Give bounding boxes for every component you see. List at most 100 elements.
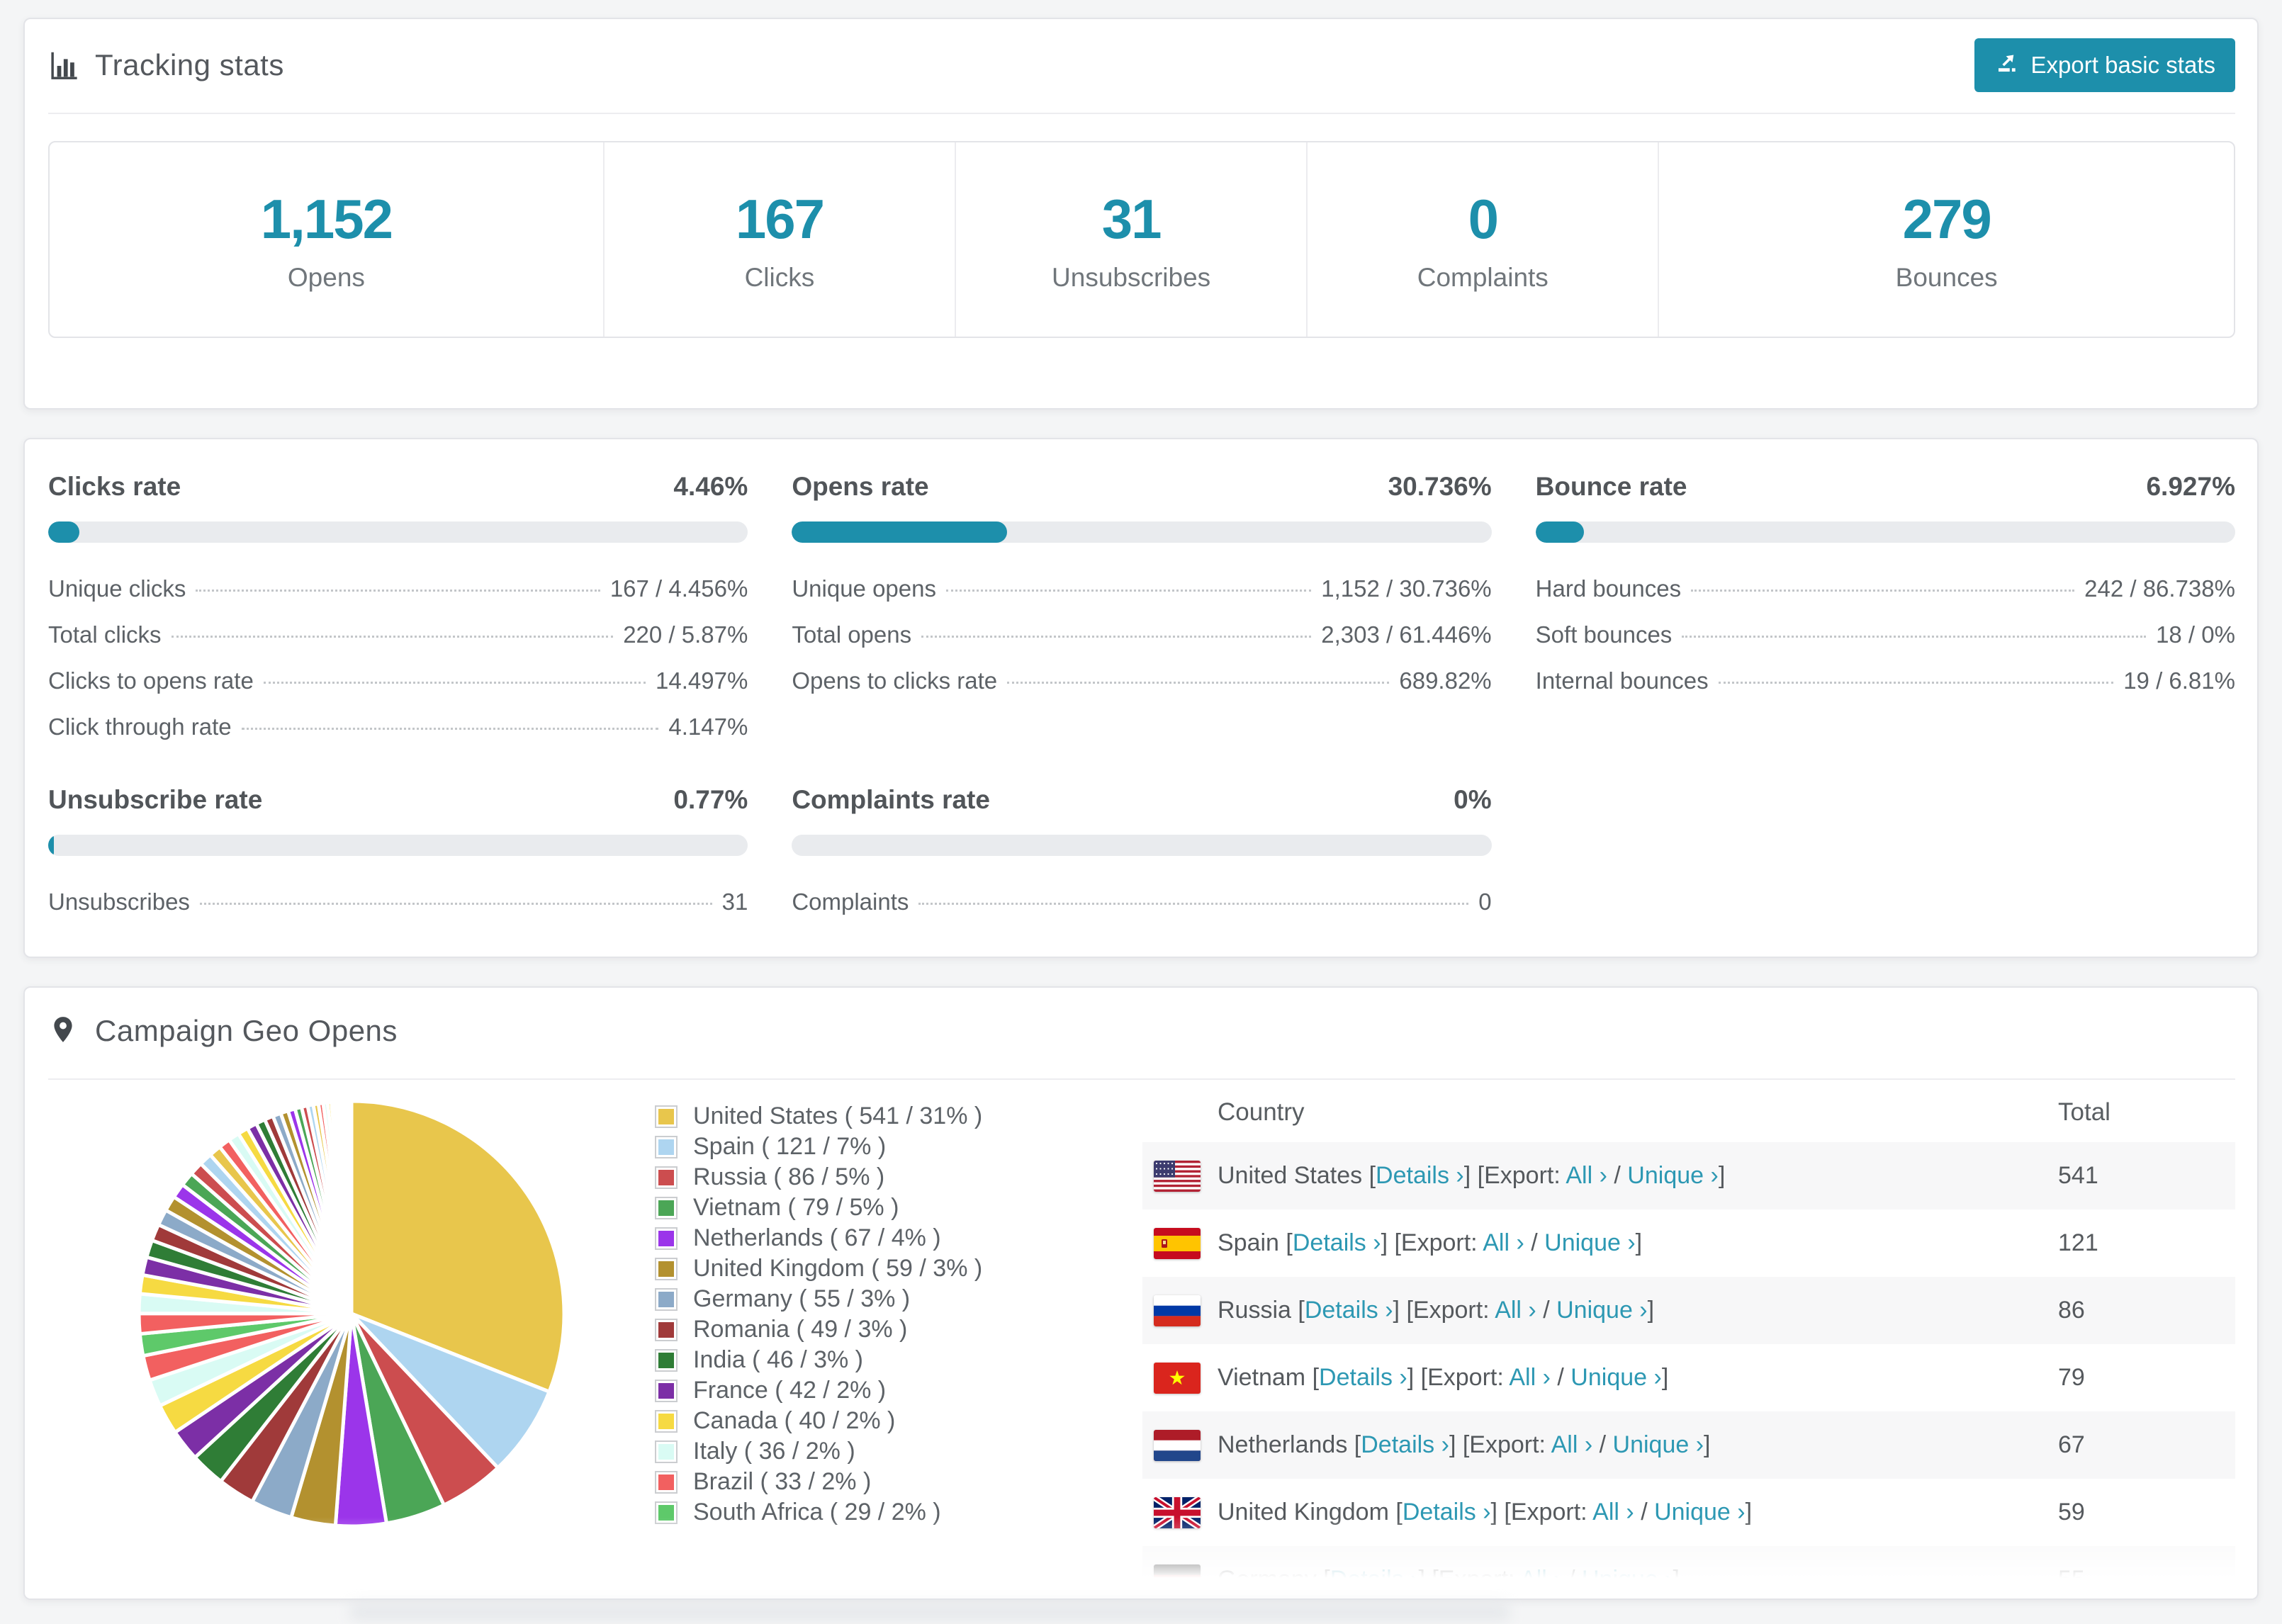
legend-label: Netherlands ( 67 / 4% ) [693,1224,941,1251]
campaign-geo-opens-card: Campaign Geo Opens United States ( 541 /… [23,986,2259,1600]
tracking-stats-header: Tracking stats Export basic stats [48,38,2235,92]
legend-item-russia: Russia ( 86 / 5% ) [655,1162,1142,1192]
link-punctuation: ] [1704,1431,1711,1458]
table-row-spain: Spain [Details ›] [Export: All › / Uniqu… [1142,1209,2235,1277]
unsubscribe-rate-value: 0.77% [673,785,748,814]
legend-swatch-fill [658,1261,674,1277]
export-all-link-russia[interactable]: All › [1495,1297,1536,1324]
unsubscribe-rate-title-row: Unsubscribe rate 0.77% [48,785,748,816]
tracking-stats-title: Tracking stats [95,48,284,81]
pie-slice-united-states[interactable] [349,1099,566,1394]
germany-flag-icon [1154,1564,1201,1596]
export-unique-link-vietnam[interactable]: Unique › [1570,1364,1662,1391]
detail-label: Unique clicks [48,575,186,602]
legend-item-france: France ( 42 / 2% ) [655,1375,1142,1406]
country-cell: Vietnam [Details ›] [Export: All › / Uni… [1218,1364,2058,1392]
link-punctuation: [ [1286,1229,1293,1256]
export-unique-link-russia[interactable]: Unique › [1556,1297,1648,1324]
export-basic-stats-button[interactable]: Export basic stats [1974,38,2235,92]
detail-value: 0 [1478,889,1492,915]
export-unique-link-united-kingdom[interactable]: Unique › [1654,1499,1746,1526]
legend-item-india: India ( 46 / 3% ) [655,1345,1142,1375]
bounce-rate-block: Bounce rate 6.927% Hard bounces 242 / 86.73… [1535,472,2235,760]
opens-rate-details: Unique opens 1,152 / 30.736% Total opens 2,… [792,575,1491,694]
link-punctuation [1551,1364,1557,1391]
export-all-link-spain[interactable]: All › [1483,1229,1524,1256]
header-divider [48,113,2235,114]
clicks-rate-block: Clicks rate 4.46% Unique clicks 167 / 4.456… [48,472,748,760]
detail-value: 242 / 86.738% [2084,575,2235,602]
legend-swatch [655,1227,678,1250]
opens-rate-title-row: Opens rate 30.736% [792,472,1491,503]
column-header-total: Total [2058,1098,2110,1126]
export-prefix: Export: [1412,1297,1490,1324]
link-punctuation [1606,1431,1612,1458]
dotted-leader [1007,682,1390,684]
details-link-united-kingdom[interactable]: Details › [1402,1499,1491,1526]
link-punctuation: ] [1718,1162,1726,1189]
country-cell: United States [Details ›] [Export: All ›… [1218,1162,2058,1190]
dotted-leader [921,636,1312,638]
unsubscribe-rate-title: Unsubscribe rate [48,785,263,814]
link-punctuation: ] [ [1381,1229,1401,1256]
stat-card-clicks: 167 Clicks [605,142,956,337]
export-all-link-united-kingdom[interactable]: All › [1592,1499,1634,1526]
complaints-rate-value: 0% [1454,785,1492,814]
link-punctuation [1634,1499,1641,1526]
detail-label: Unique opens [792,575,936,602]
legend-swatch-fill [658,1139,674,1155]
stat-label: Opens [287,262,365,292]
legend-item-south-africa: South Africa ( 29 / 2% ) [655,1497,1142,1528]
legend-swatch [655,1440,678,1463]
legend-swatch [655,1470,678,1494]
export-all-link-germany[interactable]: All › [1520,1566,1562,1593]
legend-item-brazil: Brazil ( 33 / 2% ) [655,1467,1142,1497]
legend-item-netherlands: Netherlands ( 67 / 4% ) [655,1223,1142,1253]
legend-swatch-fill [658,1352,674,1368]
legend-item-vietnam: Vietnam ( 79 / 5% ) [655,1192,1142,1223]
legend-item-united-kingdom: United Kingdom ( 59 / 3% ) [655,1253,1142,1284]
detail-value: 14.497% [656,667,748,694]
details-link-united-states[interactable]: Details › [1376,1162,1464,1189]
details-link-netherlands[interactable]: Details › [1361,1431,1449,1458]
details-link-russia[interactable]: Details › [1304,1297,1393,1324]
legend-label: India ( 46 / 3% ) [693,1346,864,1373]
export-unique-link-united-states[interactable]: Unique › [1627,1162,1719,1189]
stat-value: 31 [1101,187,1162,250]
complaints-rate-details: Complaints 0 [792,889,1491,915]
link-punctuation: [ [1312,1364,1320,1391]
link-punctuation: ] [ [1449,1431,1470,1458]
export-unique-link-spain[interactable]: Unique › [1544,1229,1636,1256]
country-cell: Russia [Details ›] [Export: All › / Uniq… [1218,1297,2058,1324]
export-all-link-netherlands[interactable]: All › [1551,1431,1593,1458]
export-unique-link-netherlands[interactable]: Unique › [1612,1431,1704,1458]
country-name: Vietnam [1218,1364,1306,1391]
details-link-vietnam[interactable]: Details › [1319,1364,1407,1391]
detail-row: Complaints 0 [792,889,1491,915]
dotted-leader [918,903,1469,905]
legend-label: Brazil ( 33 / 2% ) [693,1468,872,1495]
detail-value: 1,152 / 30.736% [1321,575,1492,602]
total-cell: 67 [2058,1431,2085,1458]
total-cell: 59 [2058,1499,2085,1526]
clicks-rate-title-row: Clicks rate 4.46% [48,472,748,503]
pie-slice-spain[interactable] [350,1312,552,1471]
details-link-germany[interactable]: Details › [1330,1566,1419,1593]
link-punctuation: [ [1323,1566,1330,1593]
export-all-link-united-states[interactable]: All › [1566,1162,1607,1189]
export-unique-link-germany[interactable]: Unique › [1582,1566,1673,1593]
details-link-spain[interactable]: Details › [1292,1229,1381,1256]
export-all-link-vietnam[interactable]: All › [1509,1364,1551,1391]
legend-item-germany: Germany ( 55 / 3% ) [655,1284,1142,1314]
united-kingdom-flag-icon [1154,1496,1201,1528]
export-prefix: Export: [1510,1499,1587,1526]
total-cell: 541 [2058,1162,2098,1189]
unsubscribe-rate-block: Unsubscribe rate 0.77% Unsubscribes 31 [48,785,748,935]
slash: / [1614,1162,1621,1189]
detail-label: Soft bounces [1535,621,1673,648]
link-punctuation: [ [1298,1297,1305,1324]
opens-rate-block: Opens rate 30.736% Unique opens 1,152 / 30.… [792,472,1492,760]
link-punctuation: [ [1354,1431,1361,1458]
legend-swatch-fill [658,1474,674,1490]
detail-value: 689.82% [1399,667,1492,694]
